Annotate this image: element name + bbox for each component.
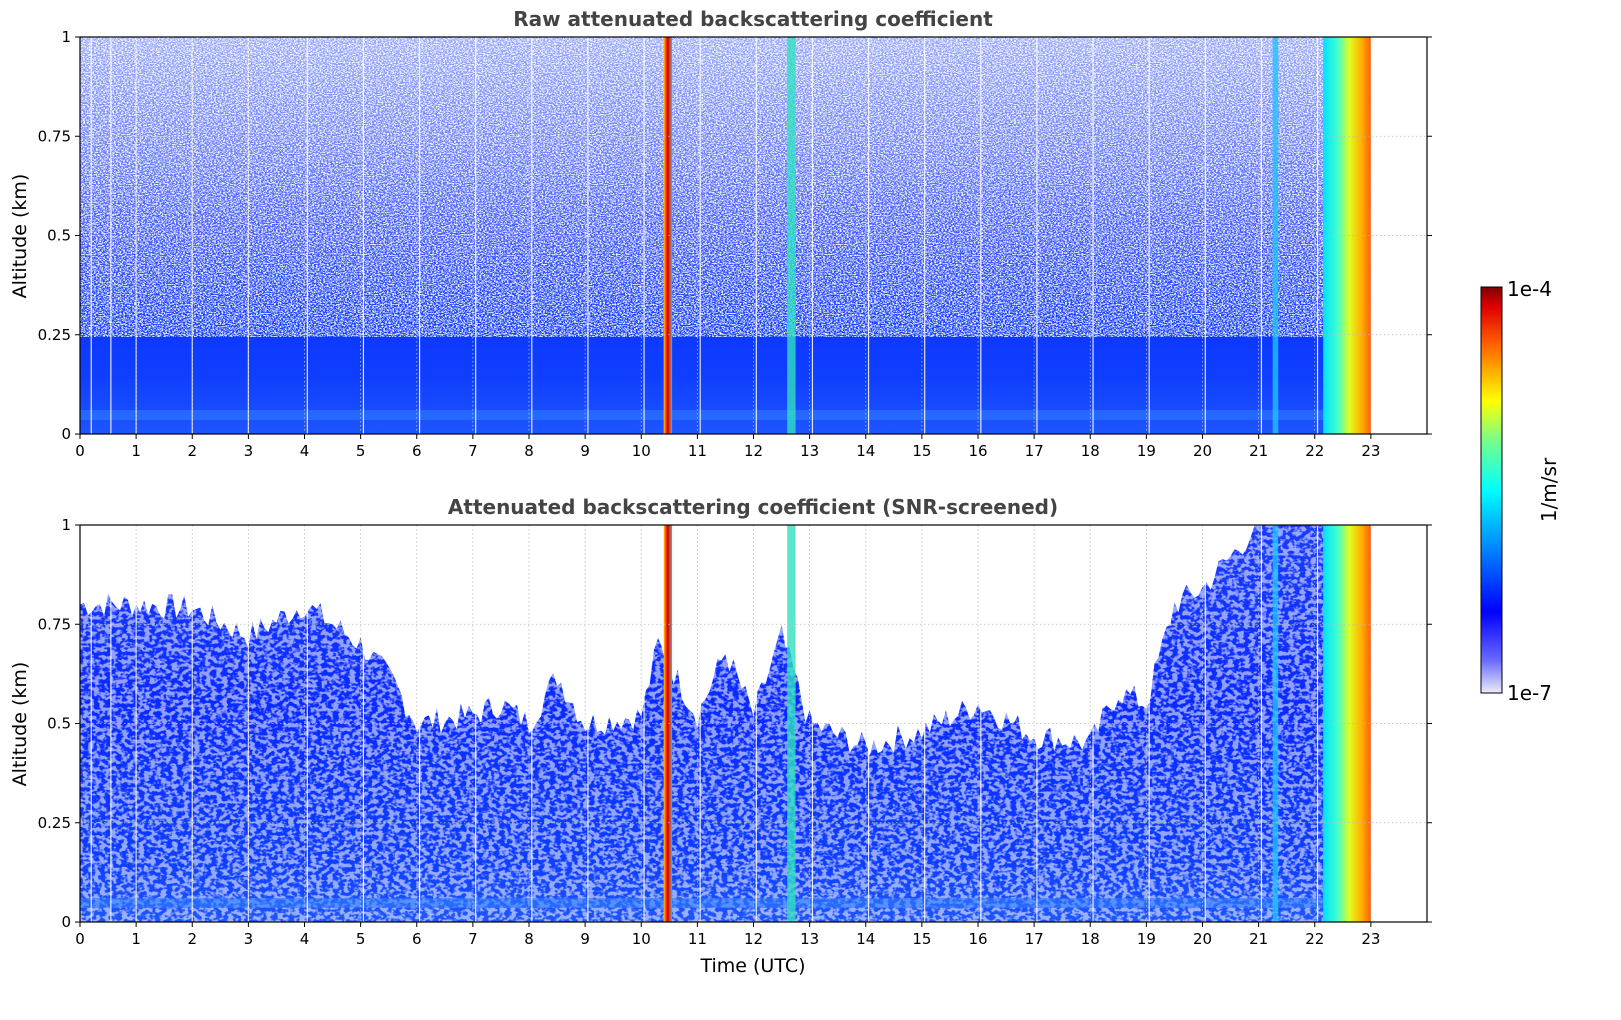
x-tick-label: 12 <box>744 930 763 948</box>
y-tick-label: 0.5 <box>47 227 71 245</box>
x-tick-label: 22 <box>1305 930 1324 948</box>
x-tick-label: 12 <box>744 442 763 460</box>
panel2-grid <box>80 525 1427 922</box>
high-backscatter-band <box>1323 37 1371 434</box>
panel1-y-axis: 0 0.25 0.5 0.75 1 <box>38 28 1432 443</box>
x-tick-label: 16 <box>968 442 987 460</box>
x-tick-label: 18 <box>1081 442 1100 460</box>
x-tick-label: 6 <box>412 442 422 460</box>
x-tick-label: 5 <box>356 442 366 460</box>
x-tick-label: 7 <box>468 930 478 948</box>
x-tick-label: 8 <box>524 442 534 460</box>
x-tick-label: 2 <box>187 930 197 948</box>
colorbar-max-label: 1e-4 <box>1507 277 1552 301</box>
colorbar-unit-label: 1/m/sr <box>1537 457 1561 522</box>
y-tick-label: 1 <box>61 516 71 534</box>
x-tick-label: 15 <box>912 930 931 948</box>
panel1-noise <box>80 37 1372 337</box>
x-tick-label: 13 <box>800 442 819 460</box>
x-tick-label: 22 <box>1305 442 1324 460</box>
x-tick-label: 20 <box>1193 930 1212 948</box>
panel2-features <box>663 525 1371 922</box>
x-tick-label: 1 <box>131 442 141 460</box>
panel1-x-axis: 0 1 2 3 4 5 6 7 8 9 10 11 12 13 14 15 16 17 18 19 20 21 22 23 <box>75 434 1380 460</box>
x-tick-label: 0 <box>75 930 85 948</box>
x-tick-label: 19 <box>1137 930 1156 948</box>
x-tick-label: 23 <box>1361 442 1380 460</box>
x-tick-label: 5 <box>356 930 366 948</box>
y-tick-label: 0.5 <box>47 715 71 733</box>
colorbar: 1e-4 1e-7 1/m/sr <box>1480 277 1561 705</box>
x-tick-label: 7 <box>468 442 478 460</box>
panel2-near-surface-layer <box>80 898 1372 908</box>
x-tick-label: 2 <box>187 442 197 460</box>
y-tick-label: 0.25 <box>38 814 71 832</box>
panel-raw: Raw attenuated backscattering coefficien… <box>9 7 1432 460</box>
x-tick-label: 3 <box>244 442 254 460</box>
x-tick-label: 16 <box>968 930 987 948</box>
x-tick-label: 18 <box>1081 930 1100 948</box>
panel1-title: Raw attenuated backscattering coefficien… <box>513 7 993 31</box>
x-tick-label: 15 <box>912 442 931 460</box>
x-tick-label: 20 <box>1193 442 1212 460</box>
x-tick-label: 10 <box>632 930 651 948</box>
x-tick-label: 17 <box>1025 930 1044 948</box>
x-tick-label: 11 <box>688 442 707 460</box>
y-tick-label: 0 <box>61 425 71 443</box>
x-tick-label: 21 <box>1249 442 1268 460</box>
panel2-title: Attenuated backscattering coefficient (S… <box>448 495 1058 519</box>
backscatter-column <box>1272 37 1279 434</box>
y-tick-label: 0.25 <box>38 326 71 344</box>
panel2-x-axis: 0 1 2 3 4 5 6 7 8 9 10 11 12 13 14 15 16 17 18 19 20 21 22 23 <box>75 922 1380 948</box>
panel1-grid <box>80 37 1427 434</box>
x-tick-label: 19 <box>1137 442 1156 460</box>
high-backscatter-band <box>1323 525 1371 922</box>
x-tick-label: 10 <box>632 442 651 460</box>
x-tick-label: 1 <box>131 930 141 948</box>
y-tick-label: 0 <box>61 913 71 931</box>
x-tick-label: 17 <box>1025 442 1044 460</box>
x-tick-label: 9 <box>580 442 590 460</box>
x-tick-label: 4 <box>300 930 310 948</box>
colorbar-gradient <box>1480 286 1503 694</box>
y-tick-label: 0.75 <box>38 127 71 145</box>
panel2-ylabel: Altitude (km) <box>9 662 31 787</box>
strong-backscatter-column <box>663 37 673 434</box>
panel1-ylabel: Altitude (km) <box>9 174 31 299</box>
x-tick-label: 3 <box>244 930 254 948</box>
x-tick-label: 21 <box>1249 930 1268 948</box>
x-tick-label: 6 <box>412 930 422 948</box>
panel2-xlabel: Time (UTC) <box>699 955 805 977</box>
x-tick-label: 11 <box>688 930 707 948</box>
y-tick-label: 1 <box>61 28 71 46</box>
x-tick-label: 23 <box>1361 930 1380 948</box>
panel-screened: Attenuated backscattering coefficient (S… <box>9 495 1432 977</box>
x-tick-label: 13 <box>800 930 819 948</box>
panel2-y-axis: 0 0.25 0.5 0.75 1 <box>38 516 1432 931</box>
x-tick-label: 8 <box>524 930 534 948</box>
y-tick-label: 0.75 <box>38 615 71 633</box>
x-tick-label: 14 <box>856 930 875 948</box>
backscatter-column <box>787 525 796 922</box>
x-tick-label: 9 <box>580 930 590 948</box>
colorbar-min-label: 1e-7 <box>1507 681 1552 705</box>
x-tick-label: 14 <box>856 442 875 460</box>
x-tick-label: 0 <box>75 442 85 460</box>
backscatter-column <box>1272 525 1279 922</box>
panel1-features <box>663 37 1371 434</box>
x-tick-label: 4 <box>300 442 310 460</box>
no-data-region <box>1370 37 1427 434</box>
no-data-region <box>1370 525 1427 922</box>
backscatter-column <box>787 37 796 434</box>
strong-backscatter-column <box>663 525 673 922</box>
panel1-near-surface-layer <box>80 410 1372 420</box>
